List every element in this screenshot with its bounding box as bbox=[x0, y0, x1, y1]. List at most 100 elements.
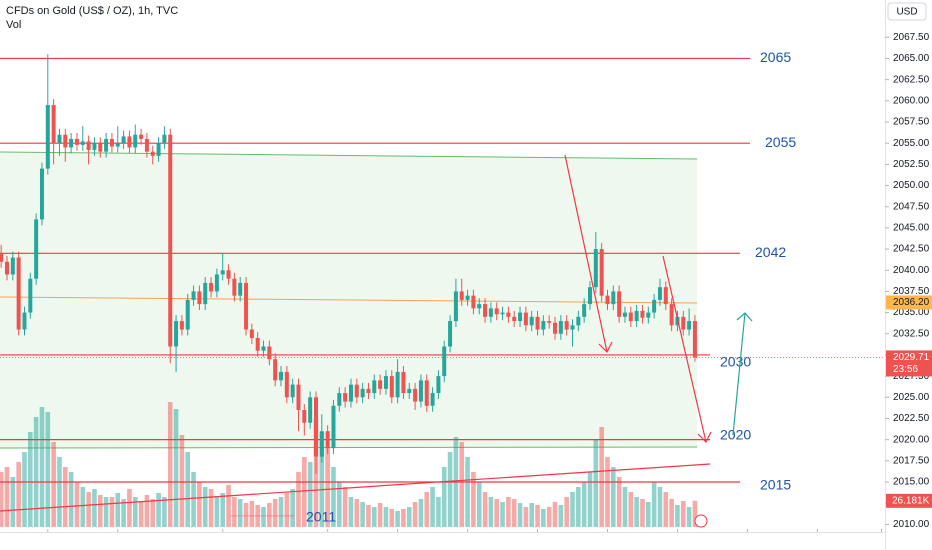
countdown-label: 23:56 bbox=[893, 364, 918, 375]
candle-body bbox=[226, 270, 231, 279]
volume-bar bbox=[226, 485, 231, 527]
candle-body bbox=[518, 312, 523, 322]
volume-bar bbox=[121, 499, 126, 527]
y-tick-label: 2022.50 bbox=[893, 413, 930, 424]
candle-body bbox=[535, 316, 540, 330]
candle-body bbox=[313, 397, 318, 457]
volume-bar bbox=[173, 409, 179, 527]
candle-body bbox=[39, 168, 44, 220]
candle-body bbox=[378, 380, 383, 389]
volume-bar bbox=[541, 509, 546, 527]
volume-bar bbox=[197, 482, 202, 527]
volume-bar bbox=[535, 505, 540, 527]
level-label: 2055 bbox=[765, 134, 796, 150]
candle-body bbox=[348, 384, 353, 402]
volume-bar bbox=[494, 499, 500, 527]
arrow-2 bbox=[662, 255, 712, 444]
candle-body bbox=[150, 151, 155, 156]
volume-bar bbox=[587, 472, 593, 527]
channel-bottom bbox=[0, 446, 698, 449]
volume-bar bbox=[616, 477, 622, 527]
candle-body bbox=[687, 321, 692, 330]
volume-bar bbox=[406, 507, 412, 527]
y-tick-label: 2047.50 bbox=[893, 201, 930, 212]
replay-icon[interactable] bbox=[694, 514, 708, 528]
volume-bar bbox=[488, 497, 494, 527]
candle-body bbox=[98, 143, 103, 152]
currency-button[interactable] bbox=[887, 2, 927, 21]
volume-bar bbox=[0, 472, 4, 527]
candle-body bbox=[232, 278, 237, 296]
volume-bar bbox=[4, 467, 10, 527]
volume-bar bbox=[680, 501, 686, 527]
candle-body bbox=[564, 321, 569, 330]
candle-body bbox=[337, 393, 342, 406]
volume-bar bbox=[16, 462, 21, 527]
volume-bar bbox=[581, 482, 587, 527]
volume-bar bbox=[593, 439, 599, 527]
candle-body bbox=[576, 316, 581, 326]
volume-bar bbox=[92, 489, 97, 527]
candle-body bbox=[483, 304, 488, 317]
candle-body bbox=[622, 312, 627, 317]
volume-bar bbox=[441, 467, 447, 527]
ma-price-box bbox=[886, 295, 932, 310]
volume-bar bbox=[45, 412, 51, 527]
candle-layer bbox=[0, 54, 697, 474]
volume-bar bbox=[675, 505, 680, 527]
y-tick-label: 2035.00 bbox=[893, 307, 930, 318]
volume-bar bbox=[97, 495, 103, 527]
volume-layer bbox=[0, 402, 698, 527]
volume-bar bbox=[377, 503, 383, 527]
candle-body bbox=[156, 143, 161, 156]
candle-body bbox=[599, 249, 604, 296]
candle-body bbox=[331, 405, 336, 449]
candle-body bbox=[28, 278, 33, 313]
volume-bar bbox=[68, 472, 74, 527]
y-tick-label: 2052.50 bbox=[893, 159, 930, 170]
volume-bar bbox=[389, 509, 395, 527]
candle-body bbox=[541, 321, 546, 330]
candle-body bbox=[174, 321, 179, 347]
candle-body bbox=[92, 143, 97, 150]
volume-bar bbox=[657, 487, 663, 527]
volume-bar bbox=[482, 492, 488, 527]
candle-body bbox=[51, 105, 56, 144]
candle-body bbox=[494, 308, 499, 315]
candle-body bbox=[628, 312, 633, 322]
y-tick-label: 2040.00 bbox=[893, 265, 930, 276]
candle-body bbox=[80, 141, 85, 145]
candle-body bbox=[646, 312, 651, 318]
volume-bar bbox=[22, 452, 27, 527]
level-label: 2020 bbox=[720, 426, 751, 442]
candle-body bbox=[290, 384, 295, 398]
volume-bar bbox=[162, 497, 167, 527]
y-tick-label: 2050.00 bbox=[893, 180, 930, 191]
y-tick-label: 2055.00 bbox=[893, 138, 930, 149]
volume-bar bbox=[243, 503, 249, 527]
candle-body bbox=[185, 299, 190, 330]
candle-body bbox=[139, 134, 144, 139]
volume-bar bbox=[523, 507, 529, 527]
volume-bar bbox=[360, 502, 365, 527]
volume-bar bbox=[447, 452, 453, 527]
candle-body bbox=[588, 287, 592, 305]
candle-body bbox=[640, 310, 645, 318]
candle-body bbox=[69, 138, 74, 148]
volume-bar bbox=[290, 489, 295, 527]
volume-bar bbox=[564, 497, 569, 527]
volume-bar bbox=[401, 509, 406, 527]
candle-body bbox=[244, 282, 249, 330]
volume-bar bbox=[342, 487, 348, 527]
candle-body bbox=[407, 388, 412, 394]
volume-bar bbox=[150, 499, 156, 527]
candle-body bbox=[523, 312, 528, 326]
candle-body bbox=[389, 376, 394, 398]
volume-bar bbox=[646, 502, 651, 527]
volume-bar bbox=[570, 492, 575, 527]
volume-bar bbox=[191, 472, 196, 527]
candle-body bbox=[692, 321, 697, 358]
candle-body bbox=[34, 219, 39, 279]
volume-bar bbox=[337, 482, 342, 527]
volume-bar bbox=[232, 497, 237, 527]
